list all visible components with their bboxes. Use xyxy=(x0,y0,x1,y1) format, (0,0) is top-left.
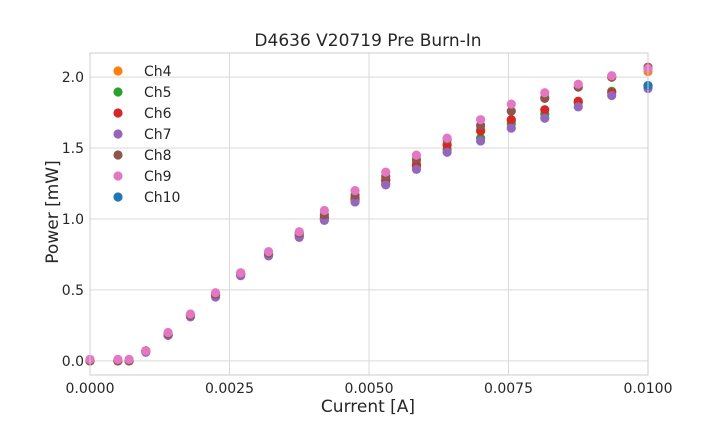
legend-label: Ch7 xyxy=(144,127,172,143)
data-point-ch7 xyxy=(350,197,360,207)
legend-label: Ch10 xyxy=(144,190,180,206)
axes-frame xyxy=(89,52,649,376)
data-point-ch9 xyxy=(411,150,422,160)
data-point-ch9 xyxy=(236,268,246,278)
legend-item-ch10: Ch10 xyxy=(113,190,180,206)
x-tick-label: 0.0100 xyxy=(624,381,673,397)
data-point-ch9 xyxy=(113,354,123,364)
legend-item-ch5: Ch5 xyxy=(113,85,172,101)
legend-marker xyxy=(113,192,123,202)
x-axis-label: Current [A] xyxy=(321,397,415,417)
x-tick-label: 0.0050 xyxy=(345,381,394,397)
data-point-ch7 xyxy=(476,136,486,146)
legend-label: Ch6 xyxy=(144,106,172,122)
data-point-ch9 xyxy=(573,79,583,89)
legend-item-ch6: Ch6 xyxy=(113,106,172,122)
plot-area xyxy=(85,52,653,376)
y-tick-label: 0.0 xyxy=(62,354,84,370)
data-point-ch7 xyxy=(573,102,583,112)
legend-marker xyxy=(113,87,123,97)
data-point-ch9 xyxy=(350,185,360,196)
y-tick-labels: 0.0 0.5 1.0 1.5 2.0 xyxy=(62,70,84,370)
legend-item-ch4: Ch4 xyxy=(113,64,172,80)
x-tick-labels: 0.0000 0.0025 0.0050 0.0075 0.0100 xyxy=(66,381,673,397)
data-point-ch7 xyxy=(381,180,391,190)
data-point-ch9 xyxy=(506,99,516,109)
data-point-ch9 xyxy=(185,309,196,319)
x-tick-label: 0.0000 xyxy=(66,381,115,397)
legend-label: Ch4 xyxy=(144,64,172,80)
y-axis-label: Power [mW] xyxy=(43,160,63,263)
data-point-ch8 xyxy=(506,106,516,116)
data-point-ch9 xyxy=(442,133,452,143)
data-point-ch6 xyxy=(540,105,550,115)
data-point-ch7 xyxy=(540,113,550,123)
data-point-ch6 xyxy=(506,115,516,125)
x-tick-label: 0.0075 xyxy=(484,381,533,397)
legend-item-ch9: Ch9 xyxy=(113,169,172,185)
legend-label: Ch5 xyxy=(144,85,172,101)
y-tick-label: 1.5 xyxy=(62,141,84,157)
data-point-ch9 xyxy=(294,227,304,237)
y-tick-label: 0.5 xyxy=(62,283,84,299)
y-tick-label: 2.0 xyxy=(62,70,84,86)
legend-label: Ch9 xyxy=(144,169,172,185)
data-point-ch9 xyxy=(124,354,134,364)
legend-item-ch8: Ch8 xyxy=(113,148,172,164)
data-point-ch7 xyxy=(607,90,617,101)
data-point-ch9 xyxy=(210,288,221,298)
legend: Ch4 Ch5 Ch6 Ch7 Ch8 Ch9 Ch10 xyxy=(113,64,180,206)
legend-marker xyxy=(113,171,123,181)
legend-marker xyxy=(113,129,123,139)
data-point-ch9 xyxy=(163,327,173,338)
data-point-ch7 xyxy=(411,164,422,174)
legend-label: Ch8 xyxy=(144,148,172,164)
data-point-ch9 xyxy=(540,88,550,98)
chart-title: D4636 V20719 Pre Burn-In xyxy=(254,31,481,51)
data-point-ch9 xyxy=(141,346,151,356)
data-point-ch9 xyxy=(381,167,391,177)
data-point-ch9 xyxy=(319,205,329,216)
x-tick-label: 0.0025 xyxy=(205,381,254,397)
legend-marker xyxy=(113,66,123,76)
data-point-ch9 xyxy=(607,71,617,81)
y-tick-label: 1.0 xyxy=(62,212,84,228)
legend-marker xyxy=(113,150,123,160)
legend-item-ch7: Ch7 xyxy=(113,127,172,143)
data-point-ch9 xyxy=(476,115,486,125)
data-point-ch7 xyxy=(442,147,452,157)
data-point-ch9 xyxy=(263,246,274,257)
data-point-ch7 xyxy=(506,123,516,133)
legend-marker xyxy=(113,108,123,118)
